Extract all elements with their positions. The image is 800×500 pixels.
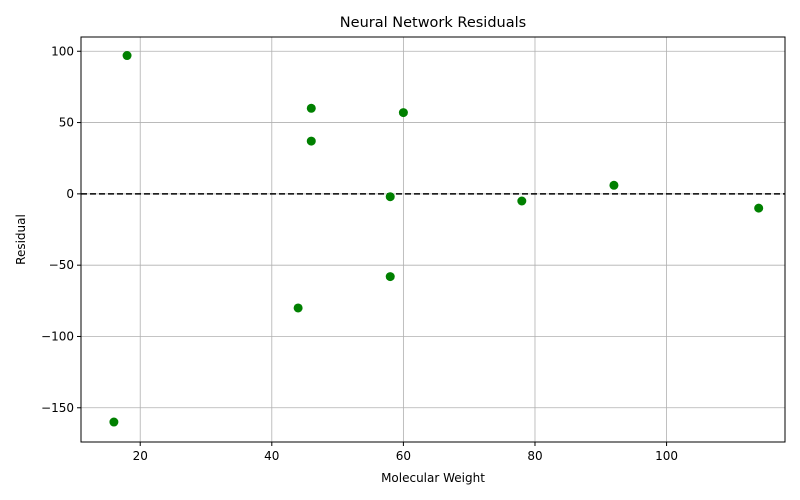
data-point-7 [398,108,408,118]
x-tick-label-4: 100 [655,449,678,463]
data-point-10 [754,203,764,213]
data-points [109,51,764,427]
data-point-9 [609,180,619,190]
x-tick-label-0: 20 [133,449,148,463]
y-axis-ticks: 100 50 0 −50 −100 −150 [41,44,81,415]
x-axis-label: Molecular Weight [381,471,485,485]
data-point-4 [306,136,316,146]
y-tick-label-0: 100 [51,44,74,58]
y-tick-label-4: −100 [41,329,74,343]
plot-area-frame [80,36,786,443]
data-point-5 [385,192,395,202]
y-tick-label-3: −50 [49,258,74,272]
data-point-6 [385,272,395,282]
y-tick-label-1: 50 [59,116,74,130]
data-point-3 [306,103,316,113]
y-axis-label: Residual [14,214,28,265]
chart-title: Neural Network Residuals [340,15,526,31]
x-tick-label-3: 80 [527,449,542,463]
data-point-8 [517,196,527,206]
data-point-2 [293,303,303,313]
y-tick-label-5: −150 [41,401,74,415]
grid [81,37,785,442]
y-tick-label-2: 0 [66,187,74,201]
data-point-0 [109,417,119,427]
x-axis-ticks: 20 40 60 80 100 [133,442,678,463]
data-point-1 [122,51,132,61]
x-tick-label-2: 60 [396,449,411,463]
x-tick-label-1: 40 [264,449,279,463]
